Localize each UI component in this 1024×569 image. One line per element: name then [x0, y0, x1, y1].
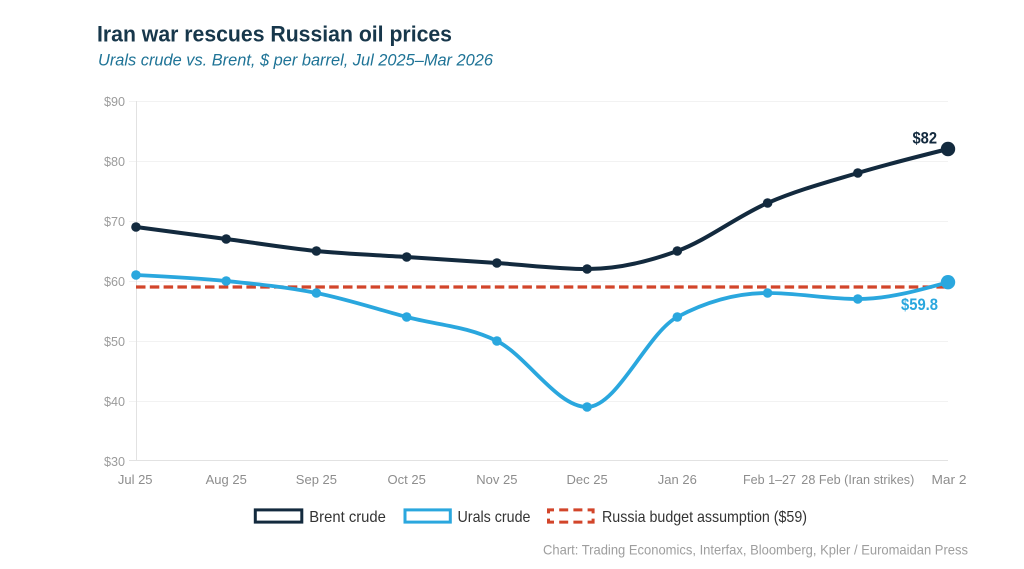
svg-text:$59.8: $59.8: [901, 296, 938, 314]
svg-text:Jan 26: Jan 26: [658, 472, 697, 487]
svg-text:Feb 1–27: Feb 1–27: [743, 472, 796, 487]
svg-text:Oct 25: Oct 25: [388, 472, 426, 487]
svg-text:Nov 25: Nov 25: [476, 472, 517, 487]
svg-text:$40: $40: [104, 395, 125, 409]
svg-text:$60: $60: [104, 275, 125, 289]
svg-text:$80: $80: [104, 155, 125, 169]
svg-text:28 Feb (Iran strikes): 28 Feb (Iran strikes): [801, 472, 914, 487]
svg-text:Chart: Trading Economics, Inte: Chart: Trading Economics, Interfax, Bloo…: [543, 542, 968, 558]
svg-text:Russia budget assumption ($59): Russia budget assumption ($59): [602, 509, 807, 526]
svg-text:Aug 25: Aug 25: [206, 472, 247, 487]
svg-text:$70: $70: [104, 215, 125, 229]
svg-text:Brent crude: Brent crude: [309, 509, 386, 526]
svg-text:Urals crude vs. Brent, $ per b: Urals crude vs. Brent, $ per barrel, Jul…: [98, 51, 494, 70]
svg-text:Iran war rescues Russian oil p: Iran war rescues Russian oil prices: [97, 21, 452, 46]
svg-text:$82: $82: [913, 130, 938, 148]
svg-text:Jul 25: Jul 25: [118, 472, 153, 487]
svg-text:Mar 2: Mar 2: [932, 472, 967, 487]
svg-text:$30: $30: [104, 455, 125, 469]
svg-text:$90: $90: [104, 95, 125, 109]
svg-text:Urals crude: Urals crude: [458, 509, 531, 526]
svg-text:$50: $50: [104, 335, 125, 349]
svg-text:Sep 25: Sep 25: [296, 472, 337, 487]
svg-text:Dec 25: Dec 25: [566, 472, 607, 487]
